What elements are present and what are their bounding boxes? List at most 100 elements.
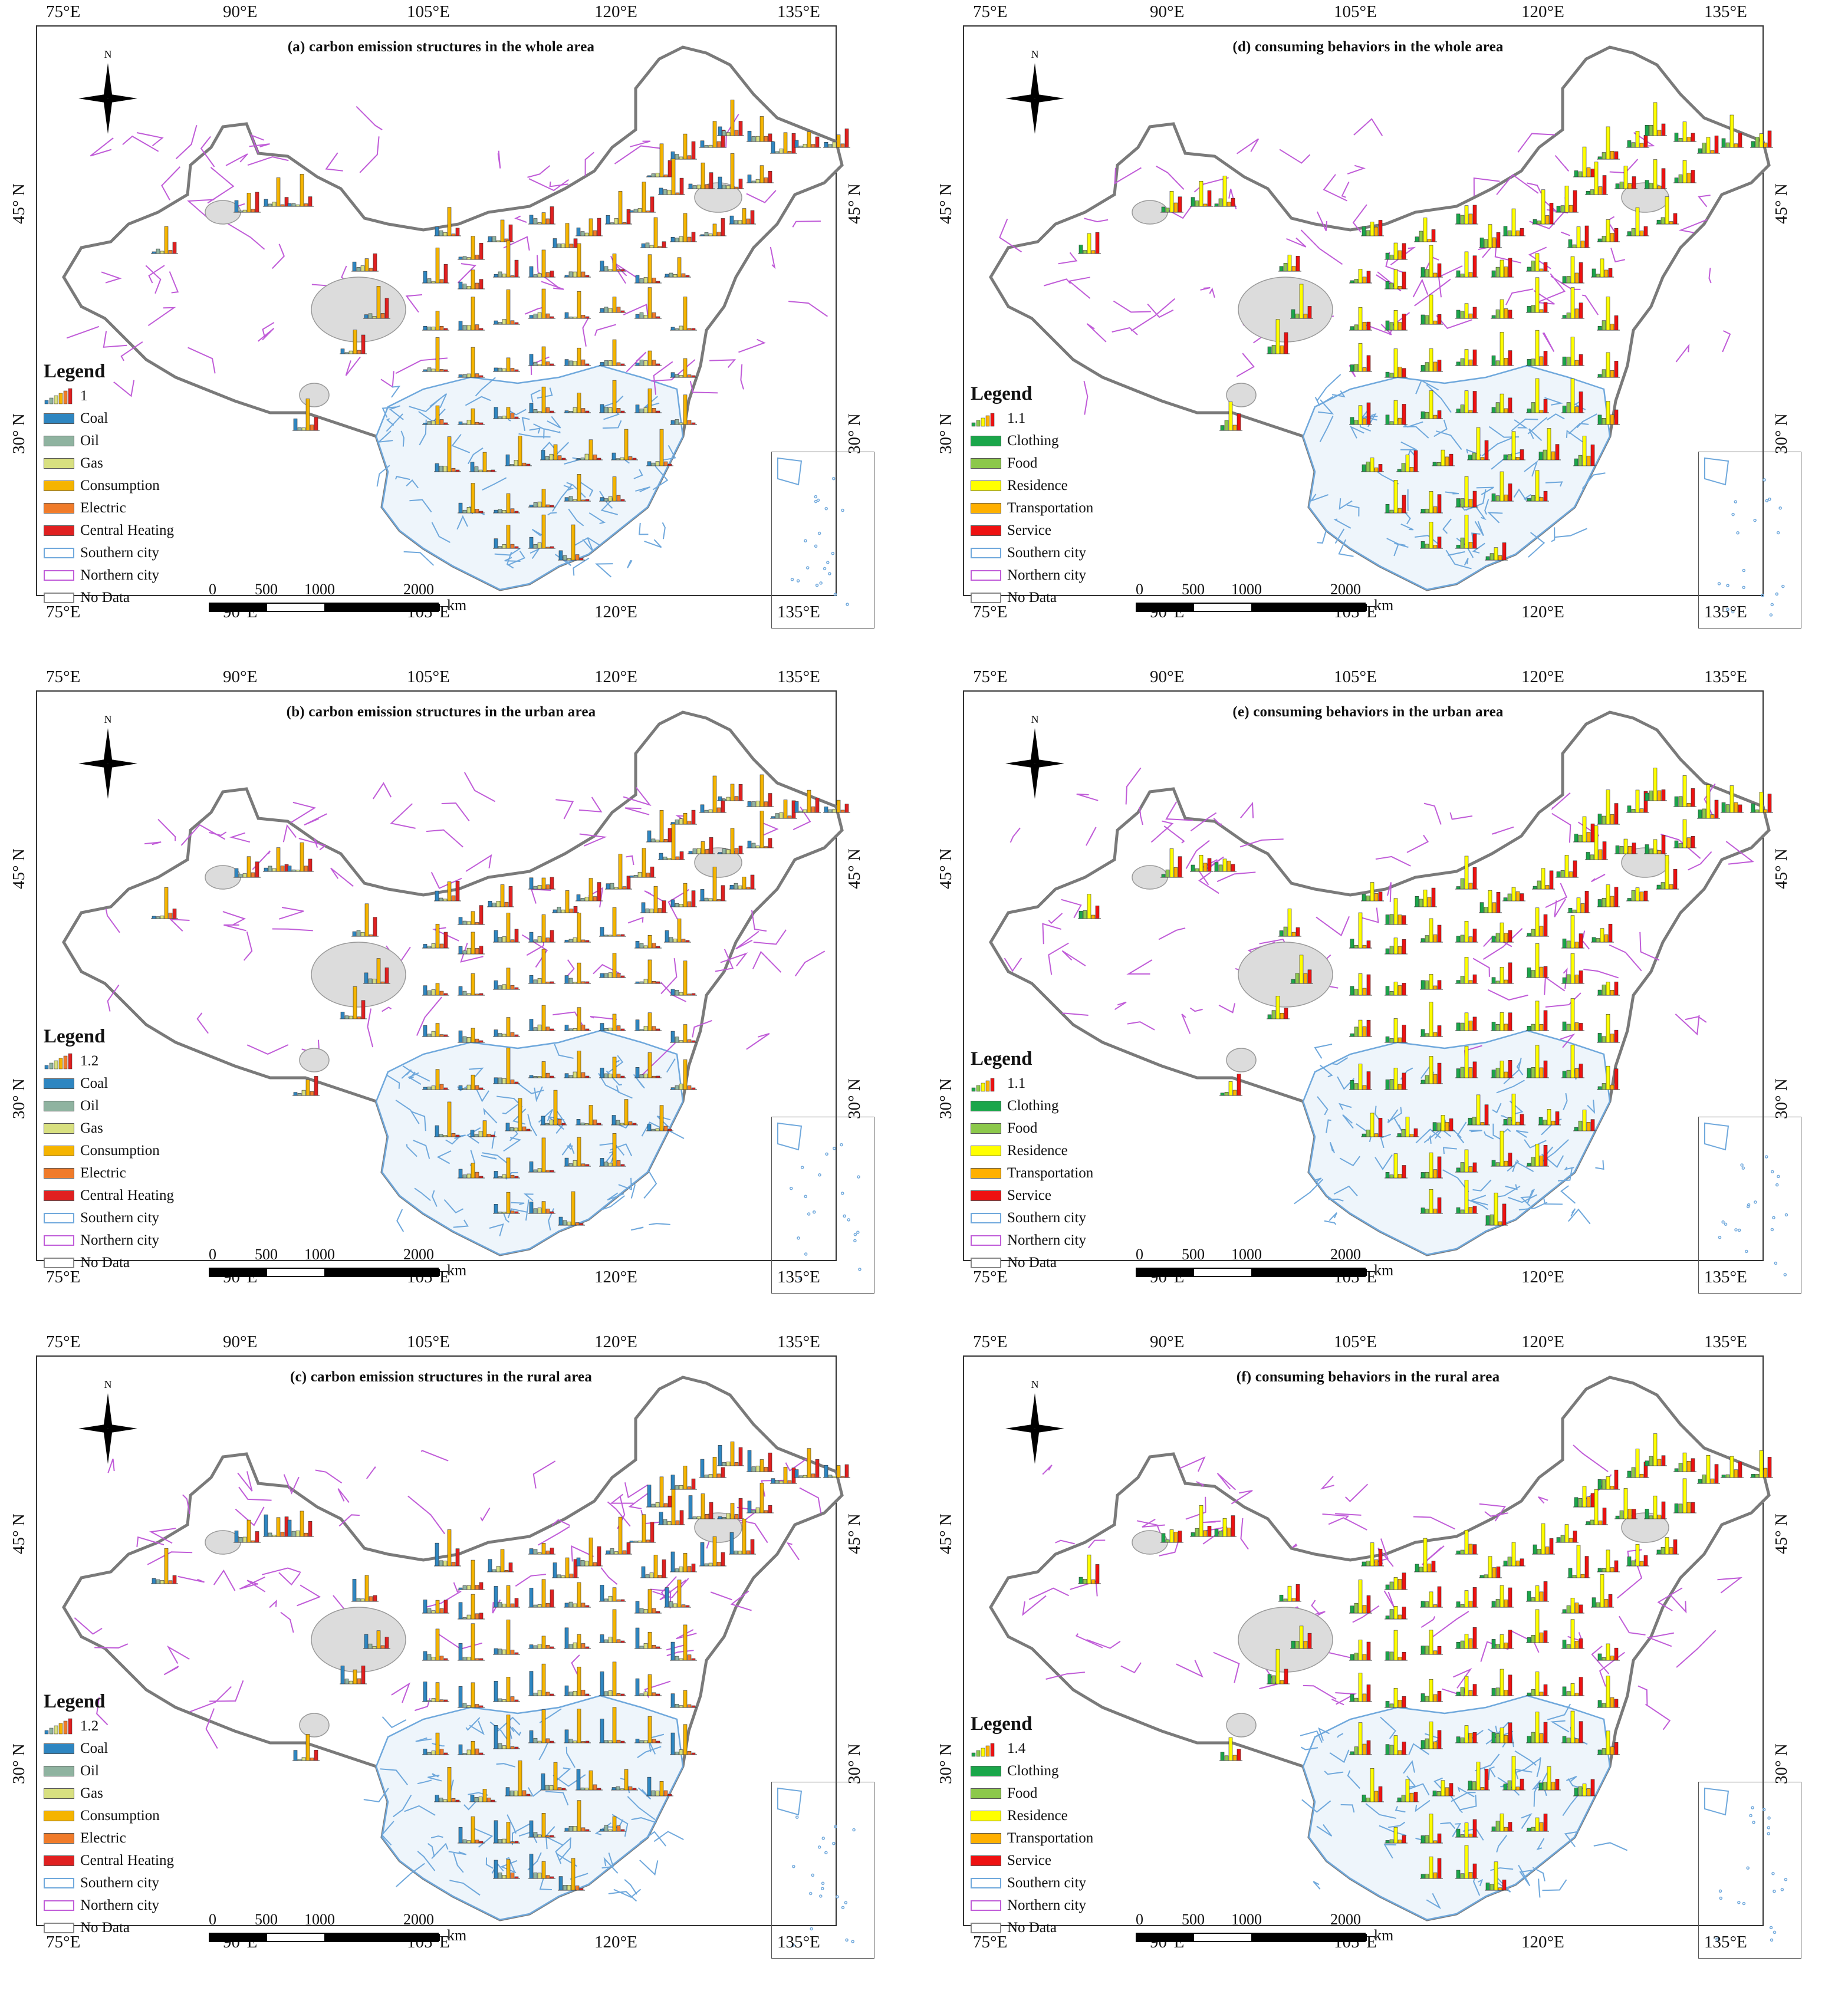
city-bar-oil	[604, 406, 609, 413]
city-bar-chart	[729, 208, 756, 225]
southern-city-boundary	[1314, 1177, 1322, 1184]
city-bar-residence	[1087, 1554, 1091, 1584]
city-bar-gas	[655, 1791, 660, 1796]
northern-city-boundary	[653, 361, 673, 395]
city-bar-coal	[553, 1562, 557, 1578]
city-bar-clothing	[1645, 124, 1649, 136]
city-bar-oil	[545, 456, 550, 460]
city-bar-oil	[751, 180, 756, 183]
inset-island	[1731, 610, 1735, 614]
southern-city-boundary	[482, 477, 507, 491]
city-bar-transportation	[1091, 1579, 1096, 1584]
latitude-tick: 30° N	[936, 413, 955, 454]
city-bar-central_heating	[632, 1788, 637, 1791]
southern-city-boundary	[1442, 518, 1452, 534]
north-arrow: N	[1002, 1378, 1067, 1467]
inset-island	[807, 1212, 811, 1216]
city-bar-chart	[1349, 269, 1372, 284]
city-bar-central_heating	[620, 934, 625, 937]
city-bar-service	[1543, 1060, 1548, 1078]
legend-item: Electric	[44, 497, 256, 519]
city-bar-electric	[510, 1032, 515, 1037]
city-bar-chart	[1538, 1109, 1561, 1126]
inset-island	[1770, 1938, 1774, 1942]
inset-island	[1770, 1228, 1774, 1232]
city-bar-service	[1472, 1819, 1477, 1838]
city-bar-chart	[670, 883, 697, 907]
legend-item: Southern city	[44, 1207, 256, 1229]
city-bar-oil	[268, 1532, 272, 1537]
city-bar-consumption	[642, 848, 646, 878]
city-bar-food	[1283, 262, 1288, 272]
city-bar-coal	[264, 199, 268, 207]
city-bar-consumption	[836, 799, 841, 813]
city-bar-electric	[486, 470, 491, 472]
city-bar-service	[1673, 213, 1678, 225]
city-bar-gas	[726, 849, 731, 854]
city-bar-food	[1649, 849, 1653, 854]
northern-city-boundary	[1028, 1587, 1070, 1600]
southern-city-boundary	[554, 1767, 571, 1783]
city-bar-service	[1543, 1630, 1548, 1643]
city-bar-chart	[658, 824, 685, 860]
city-bar-food	[1495, 309, 1500, 319]
legend-scale-bar	[63, 1055, 68, 1070]
city-bar-consumption	[506, 968, 511, 990]
city-bar-clothing	[1597, 238, 1602, 242]
city-bar-transportation	[1232, 1755, 1237, 1761]
city-bar-chart	[528, 206, 555, 225]
longitude-tick: 105°E	[407, 667, 450, 686]
city-bar-chart	[493, 913, 520, 943]
city-bar-gas	[832, 808, 837, 813]
southern-city-region	[375, 364, 684, 591]
no-data-region	[311, 942, 406, 1008]
scale-number: 2000	[403, 1246, 434, 1263]
city-bar-coal	[718, 1445, 722, 1466]
city-bar-service	[1661, 835, 1666, 854]
city-bar-transportation	[1504, 266, 1508, 278]
city-bar-chart	[699, 1457, 726, 1478]
city-bar-food	[1195, 868, 1199, 872]
city-bar-chart	[1491, 922, 1514, 943]
city-bar-chart	[1697, 1455, 1720, 1484]
city-bar-coal	[688, 183, 693, 189]
city-bar-oil	[734, 220, 738, 225]
northern-city-boundary	[1075, 1633, 1103, 1648]
city-bar-oil	[533, 939, 538, 943]
city-bar-coal	[564, 1685, 569, 1696]
city-bar-chart	[469, 452, 496, 472]
city-bar-residence	[1682, 775, 1687, 807]
city-bar-chart	[794, 789, 821, 813]
city-bar-residence	[1358, 405, 1363, 425]
city-bar-service	[1738, 804, 1742, 813]
city-bar-clothing	[1674, 1468, 1679, 1472]
city-bar-oil	[498, 1743, 502, 1749]
city-bar-oil	[462, 1703, 467, 1708]
northern-city-boundary	[527, 165, 551, 178]
city-bar-food	[1572, 1574, 1577, 1578]
legend-swatch	[971, 1788, 1001, 1799]
northern-city-boundary	[1068, 277, 1091, 299]
southern-city-boundary	[449, 1880, 481, 1896]
city-bar-electric	[545, 937, 550, 943]
city-bar-residence	[1405, 1117, 1410, 1137]
legend-swatch	[44, 1833, 74, 1844]
city-bar-chart	[1526, 253, 1549, 272]
city-bar-coal	[564, 312, 569, 319]
southern-city-boundary	[566, 482, 586, 498]
city-bar-chart	[823, 129, 850, 148]
city-bar-central_heating	[679, 177, 684, 195]
city-bar-consumption	[435, 983, 440, 996]
northern-city-boundary	[594, 324, 617, 336]
city-bar-consumption	[807, 789, 811, 813]
city-bar-chart	[1420, 491, 1443, 514]
city-bar-consumption	[541, 386, 546, 413]
city-bar-gas	[502, 936, 507, 943]
city-bar-electric	[764, 1510, 768, 1513]
city-bar-residence	[1358, 912, 1363, 949]
city-bar-oil	[492, 236, 496, 242]
northern-city-boundary	[1675, 1014, 1700, 1036]
city-bar-electric	[510, 1696, 515, 1702]
northern-city-boundary	[1216, 1473, 1237, 1490]
city-bar-coal	[494, 538, 498, 549]
